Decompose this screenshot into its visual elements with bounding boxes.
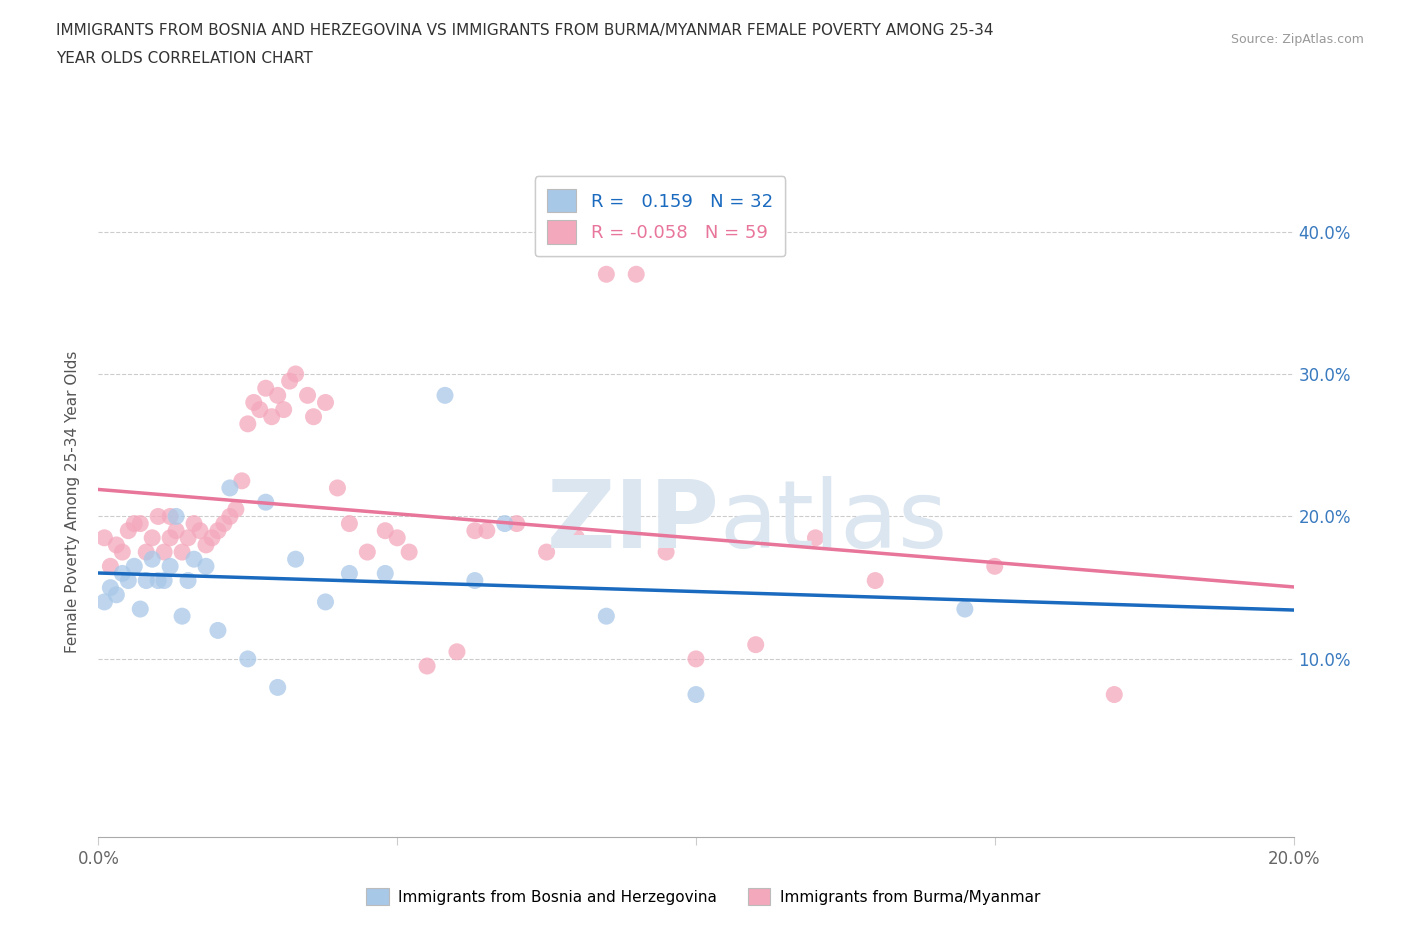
Point [273,402,295,417]
Point [267,680,290,695]
Point [135,573,157,588]
Point [195,559,218,574]
Point [374,566,396,581]
Point [219,481,242,496]
Point [284,551,307,566]
Point [148,509,170,524]
Point [188,524,211,538]
Point [105,588,128,603]
Point [984,559,1007,574]
Point [685,652,707,667]
Point [159,509,181,524]
Point [159,559,181,574]
Point [464,524,486,538]
Point [105,538,128,552]
Point [326,481,349,496]
Point [374,524,396,538]
Point [117,573,139,588]
Point [475,524,498,538]
Text: YEAR OLDS CORRELATION CHART: YEAR OLDS CORRELATION CHART [56,51,314,66]
Point [804,530,827,545]
Point [129,602,152,617]
Point [249,402,271,417]
Point [183,551,205,566]
Point [207,623,229,638]
Point [254,495,277,510]
Text: ZIP: ZIP [547,476,720,568]
Point [141,551,163,566]
Point [339,566,360,581]
Point [315,594,337,609]
Point [93,594,115,609]
Point [315,395,337,410]
Point [177,530,200,545]
Legend: Immigrants from Bosnia and Herzegovina, Immigrants from Burma/Myanmar: Immigrants from Bosnia and Herzegovina, … [359,880,1047,913]
Point [219,509,242,524]
Point [212,516,235,531]
Point [254,380,277,395]
Point [953,602,976,617]
Point [129,516,152,531]
Text: IMMIGRANTS FROM BOSNIA AND HERZEGOVINA VS IMMIGRANTS FROM BURMA/MYANMAR FEMALE P: IMMIGRANTS FROM BOSNIA AND HERZEGOVINA V… [56,23,994,38]
Point [195,538,218,552]
Point [297,388,319,403]
Point [207,524,229,538]
Point [159,530,181,545]
Point [141,530,163,545]
Point [278,374,301,389]
Point [536,545,558,560]
Point [183,516,205,531]
Point [434,388,457,403]
Y-axis label: Female Poverty Among 25-34 Year Olds: Female Poverty Among 25-34 Year Olds [65,351,80,654]
Point [260,409,283,424]
Point [267,388,290,403]
Point [231,473,253,488]
Point [100,580,122,595]
Point [201,530,224,545]
Point [595,609,617,624]
Point [111,566,134,581]
Point [236,652,259,667]
Point [464,573,486,588]
Point [236,417,259,432]
Point [225,502,247,517]
Point [124,516,146,531]
Point [416,658,439,673]
Point [93,530,115,545]
Legend: R =   0.159   N = 32, R = -0.058   N = 59: R = 0.159 N = 32, R = -0.058 N = 59 [534,177,786,257]
Point [356,545,378,560]
Point [1104,687,1126,702]
Point [446,644,468,659]
Point [172,609,194,624]
Point [865,573,887,588]
Point [506,516,529,531]
Text: atlas: atlas [720,476,948,568]
Point [148,573,170,588]
Point [745,637,768,652]
Point [153,573,176,588]
Point [124,559,146,574]
Point [243,395,266,410]
Point [385,530,409,545]
Point [655,545,678,560]
Point [595,267,617,282]
Point [135,545,157,560]
Point [153,545,176,560]
Point [626,267,648,282]
Point [398,545,420,560]
Point [117,524,139,538]
Point [565,530,588,545]
Point [685,687,707,702]
Point [339,516,360,531]
Point [165,524,187,538]
Point [165,509,187,524]
Point [111,545,134,560]
Point [100,559,122,574]
Point [172,545,194,560]
Point [302,409,325,424]
Point [177,573,200,588]
Text: Source: ZipAtlas.com: Source: ZipAtlas.com [1230,33,1364,46]
Point [284,366,307,381]
Point [494,516,516,531]
